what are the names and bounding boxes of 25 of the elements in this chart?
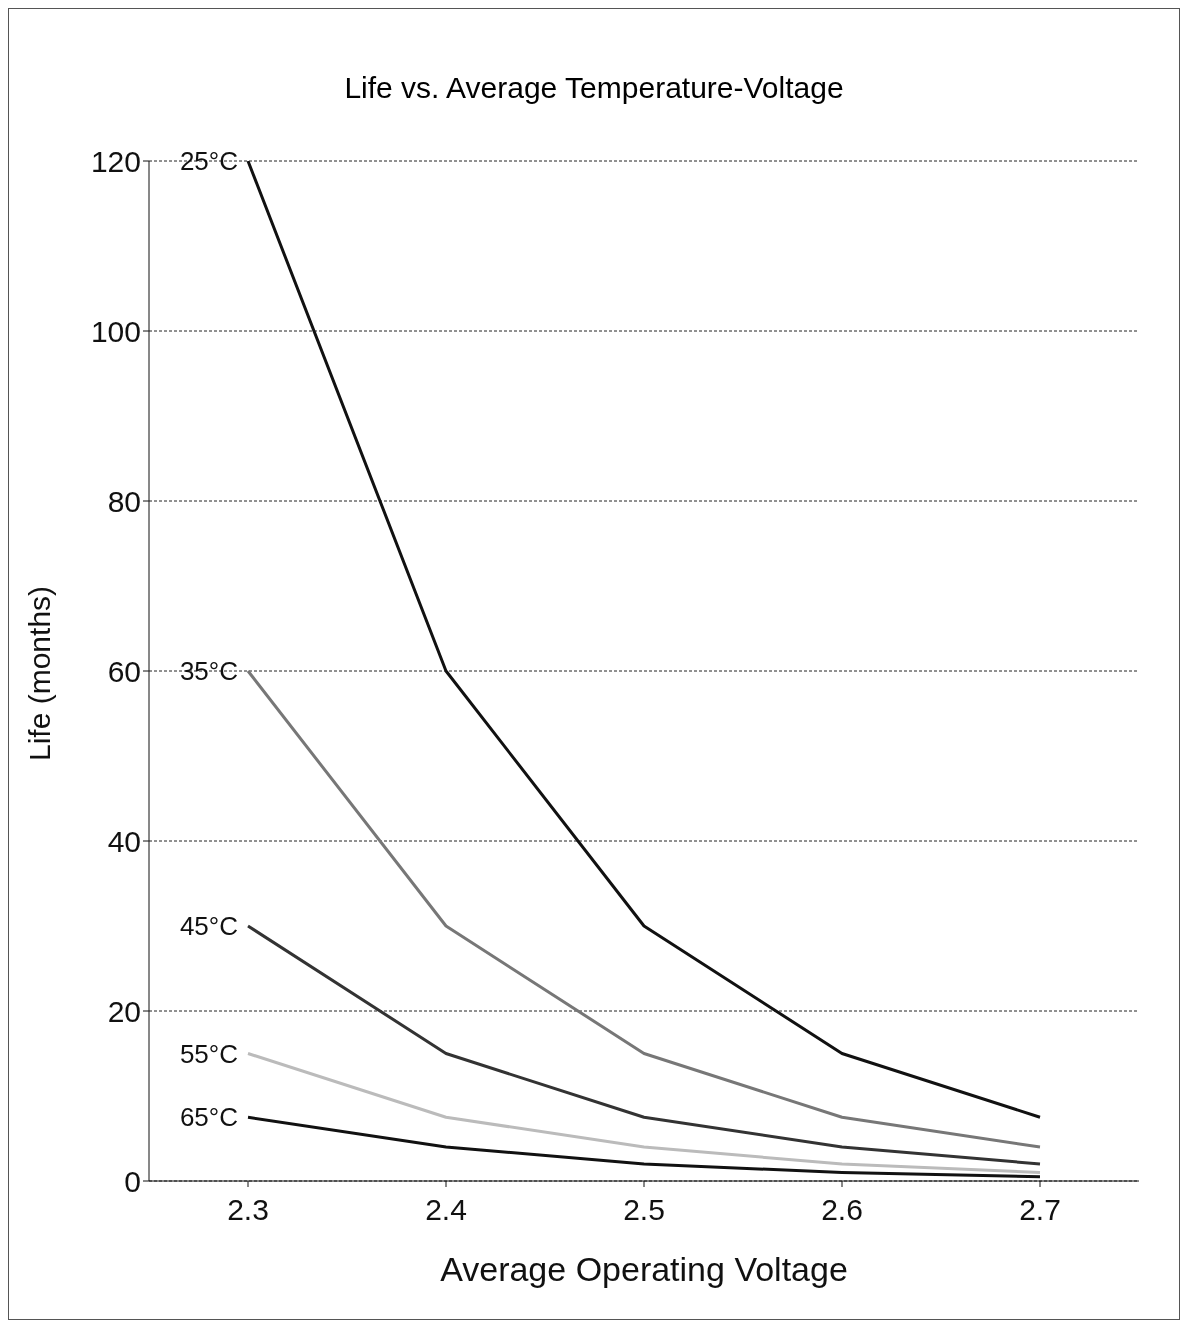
- x-tick-label: 2.3: [227, 1193, 269, 1227]
- y-tick-label: 20: [107, 994, 141, 1028]
- series-label: 55°C: [179, 1038, 238, 1069]
- series-label: 45°C: [179, 911, 238, 941]
- series-label: 65°C: [179, 1102, 238, 1133]
- line-series: [246, 924, 1042, 1166]
- y-axis-title: Life (months): [22, 585, 56, 761]
- series-label: 25°C: [179, 146, 238, 176]
- series-label: 35°C: [179, 656, 238, 686]
- y-tick-label: 120: [90, 144, 141, 178]
- y-tick-label: 0: [124, 1164, 141, 1198]
- x-tick-label: 2.6: [821, 1193, 863, 1227]
- x-tick-label: 2.7: [1019, 1193, 1061, 1227]
- chart-title: Life vs. Average Temperature-Voltage: [343, 71, 845, 106]
- y-tick-label: 60: [107, 654, 141, 688]
- line-series: [246, 1052, 1042, 1174]
- y-tick-label: 80: [107, 484, 141, 518]
- line-series: [246, 669, 1042, 1149]
- line-series: [246, 1115, 1042, 1179]
- y-tick-label: 40: [107, 824, 141, 858]
- line-series: [246, 161, 1042, 1119]
- x-axis-title: Average Operating Voltage: [440, 1250, 848, 1288]
- y-tick-label: 100: [90, 314, 141, 348]
- x-tick-label: 2.4: [425, 1193, 467, 1227]
- x-tick-label: 2.5: [623, 1193, 665, 1227]
